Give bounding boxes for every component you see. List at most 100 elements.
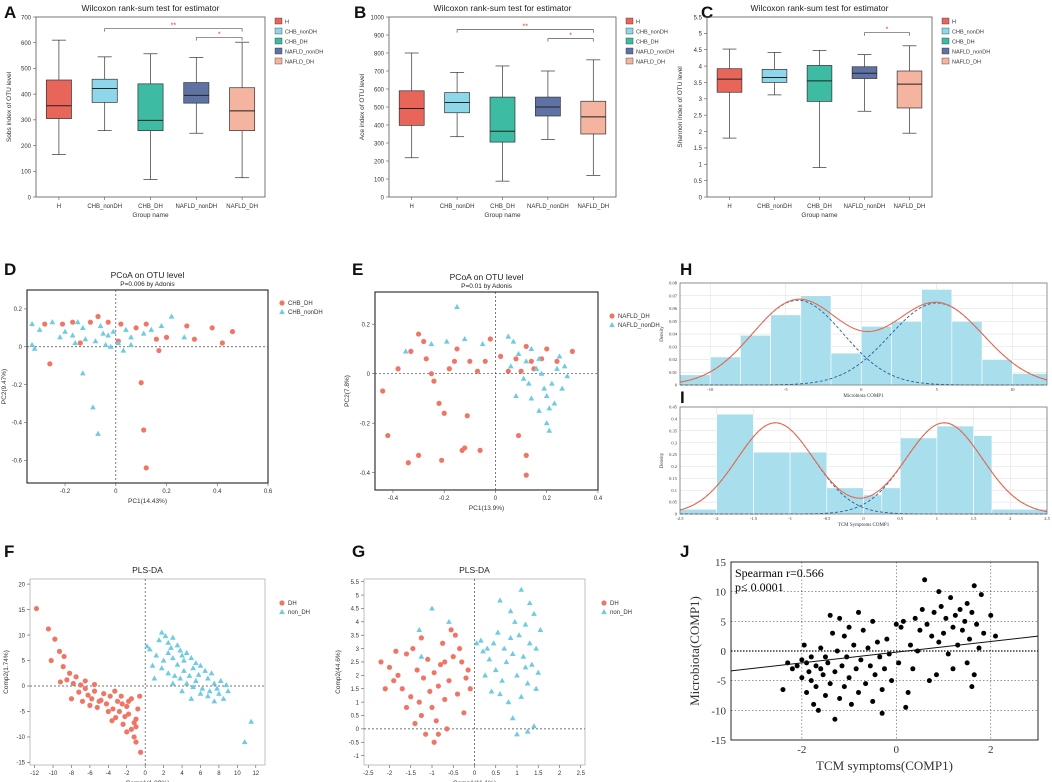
data-point-non_DH — [169, 654, 176, 661]
data-point-CHB_nonDH — [69, 332, 76, 338]
data-point-DH — [435, 683, 441, 689]
data-point — [806, 669, 812, 675]
data-point — [856, 609, 862, 615]
data-point — [820, 672, 826, 678]
data-point-NAFLD_nonDH — [546, 405, 553, 411]
data-point-NAFLD_nonDH — [561, 363, 568, 369]
data-point-non_DH — [526, 640, 533, 646]
data-point-non_DH — [507, 634, 514, 640]
chart-title: Wilcoxon rank-sum test for estimator — [82, 3, 220, 13]
y-tick-label: 0 — [381, 195, 385, 201]
y-tick-label: 3 — [699, 97, 703, 103]
data-point — [962, 618, 968, 624]
data-point-non_DH — [241, 739, 248, 745]
y-tick-label: 2 — [356, 674, 360, 680]
data-point-non_DH — [492, 666, 499, 673]
data-point-non_DH — [490, 640, 497, 646]
data-point — [832, 669, 838, 675]
data-point-non_DH — [535, 669, 542, 675]
correlation-annotation: Spearman r=0.566 — [735, 566, 824, 580]
data-point-DH — [465, 667, 471, 673]
data-point-DH — [382, 686, 388, 692]
x-tick-label: 2.5 — [1044, 516, 1050, 521]
histogram-bar — [800, 295, 832, 386]
data-point — [971, 672, 977, 678]
data-point-non_DH — [248, 718, 255, 724]
data-point-non_DH — [446, 618, 452, 624]
data-point — [905, 690, 911, 696]
data-point-non_DH — [484, 645, 491, 651]
data-point — [948, 595, 954, 601]
x-tick-label: 0 — [114, 489, 118, 495]
data-point-NAFLD_DH — [569, 348, 575, 354]
data-point-CHB_DH — [143, 465, 149, 471]
data-point — [841, 684, 847, 690]
data-point-CHB_nonDH — [100, 330, 106, 336]
panel-letter: F — [4, 542, 14, 561]
y-tick-label: -0.2 — [360, 421, 371, 427]
legend-swatch — [274, 47, 283, 55]
data-point-non_DH — [526, 600, 533, 606]
data-point-DH — [103, 701, 110, 707]
data-point — [889, 678, 895, 684]
data-point-DH — [122, 713, 128, 720]
data-point — [830, 630, 836, 636]
data-point-DH — [133, 716, 139, 722]
data-point — [879, 687, 885, 693]
legend-swatch — [941, 37, 950, 45]
histogram-bar — [789, 451, 828, 515]
x-axis-label: Group name — [801, 212, 838, 219]
data-point-non_DH — [512, 618, 518, 624]
y-tick-label: 500 — [374, 105, 385, 111]
data-point-DH — [463, 675, 469, 681]
data-point-CHB_nonDH — [128, 334, 134, 340]
data-point — [858, 657, 864, 663]
x-tick-label: H — [727, 204, 731, 210]
data-point-CHB_nonDH — [57, 334, 63, 340]
data-point — [945, 651, 951, 657]
data-point — [898, 624, 904, 630]
data-point-DH — [89, 696, 95, 702]
data-point-non_DH — [183, 649, 190, 655]
data-point-NAFLD_DH — [497, 353, 504, 359]
data-point-CHB_nonDH — [79, 324, 86, 330]
data-point — [903, 704, 909, 710]
x-tick-label: -10 — [49, 771, 58, 777]
y-tick-label: 0 — [22, 684, 26, 690]
legend-marker — [279, 309, 285, 315]
data-point-DH — [429, 704, 435, 711]
legend-marker — [601, 600, 607, 606]
x-tick-label: 8 — [217, 771, 221, 777]
x-tick-label: -0.5 — [448, 771, 459, 777]
data-point-non_DH — [217, 677, 224, 684]
histogram-bar — [951, 320, 983, 386]
data-point-DH — [119, 701, 125, 707]
data-point-CHB_nonDH — [107, 343, 114, 349]
data-point — [813, 663, 819, 669]
data-point-DH — [454, 691, 461, 697]
x-tick-label: -2 — [715, 516, 719, 521]
data-point-DH — [418, 712, 424, 719]
y-tick-label: 0.06 — [669, 306, 678, 311]
data-point — [818, 666, 824, 672]
panel-letter: G — [352, 542, 365, 561]
x-tick-label: 1.5 — [971, 516, 977, 521]
x-tick-label: 2 — [988, 744, 994, 756]
data-point-non_DH — [149, 662, 156, 668]
data-point-non_DH — [177, 675, 184, 681]
x-tick-label: -8 — [69, 771, 75, 777]
x-tick-label: 0.5 — [897, 516, 903, 521]
panel-letter: H — [680, 260, 692, 279]
y-axis-label: Comp2(1.74%) — [3, 650, 10, 694]
data-point — [811, 701, 817, 707]
data-point-non_DH — [509, 650, 516, 657]
data-point-DH — [137, 693, 143, 699]
data-point-CHB_nonDH — [128, 341, 134, 347]
y-tick-label: 100 — [21, 170, 32, 176]
legend-label: NAFLD_DH — [636, 60, 665, 66]
data-point-NAFLD_DH — [467, 358, 473, 364]
histogram-bar — [981, 359, 1013, 386]
data-point-NAFLD_DH — [436, 400, 442, 406]
histogram-bar — [1011, 373, 1048, 386]
chart-A: Wilcoxon rank-sum test for estimator 0 100… — [6, 3, 323, 219]
